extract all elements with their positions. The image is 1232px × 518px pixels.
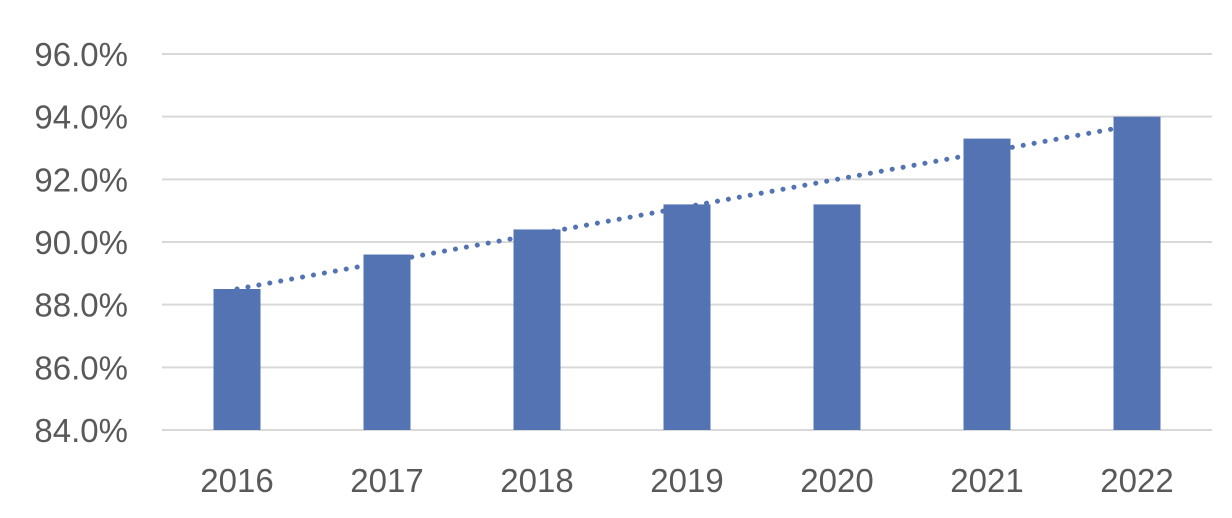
y-tick-label: 90.0% — [34, 224, 128, 261]
x-tick-label: 2018 — [500, 462, 573, 499]
y-tick-label: 88.0% — [34, 287, 128, 324]
x-tick-label: 2021 — [950, 462, 1023, 499]
trendline-layer — [234, 122, 1140, 292]
y-tick-label: 96.0% — [34, 36, 128, 73]
bar — [963, 138, 1011, 430]
bar — [663, 204, 711, 430]
y-tick-label: 84.0% — [34, 412, 128, 449]
x-axis-ticks: 2016 2017 2018 2019 2020 2021 2022 — [200, 462, 1173, 499]
x-tick-label: 2020 — [800, 462, 873, 499]
trendline — [234, 122, 1140, 292]
x-tick-label: 2022 — [1100, 462, 1173, 499]
y-tick-label: 94.0% — [34, 99, 128, 136]
y-tick-label: 92.0% — [34, 161, 128, 198]
x-tick-label: 2016 — [200, 462, 273, 499]
bar — [363, 254, 411, 430]
bars — [213, 116, 1161, 431]
bar — [213, 289, 261, 430]
bar — [1113, 116, 1161, 431]
x-tick-label: 2019 — [650, 462, 723, 499]
bar — [513, 229, 561, 430]
bar — [813, 204, 861, 430]
y-tick-label: 86.0% — [34, 349, 128, 386]
x-tick-label: 2017 — [350, 462, 423, 499]
y-axis-ticks: 84.0% 86.0% 88.0% 90.0% 92.0% 94.0% 96.0% — [34, 36, 128, 449]
